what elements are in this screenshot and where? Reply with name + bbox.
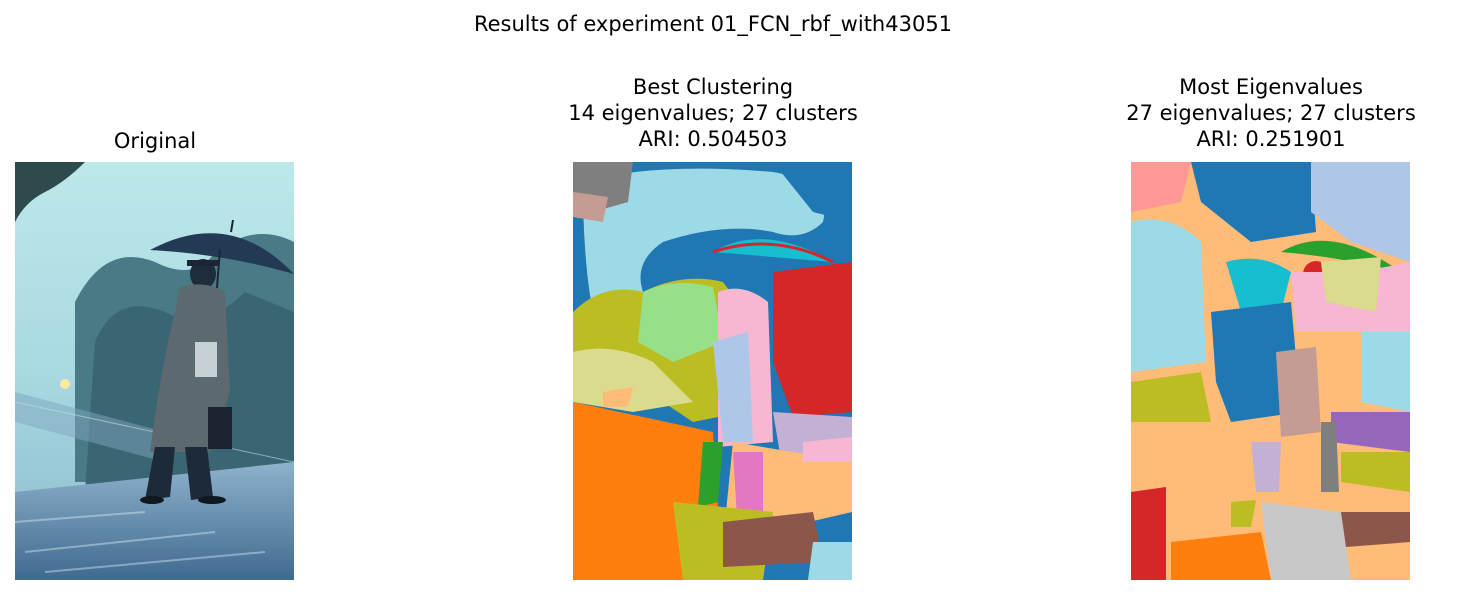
original-photo — [15, 162, 294, 580]
panel-title-line: 27 eigenvalues; 27 clusters — [1126, 101, 1416, 125]
panel-title-original: Original — [0, 128, 335, 154]
panel-title-line: ARI: 0.504503 — [638, 127, 788, 151]
panel-title-most-eigenvalues: Most Eigenvalues 27 eigenvalues; 27 clus… — [1091, 74, 1451, 152]
panel-title-line: Most Eigenvalues — [1179, 75, 1363, 99]
panel-title-line: ARI: 0.251901 — [1196, 127, 1346, 151]
panel-title-best-clustering: Best Clustering 14 eigenvalues; 27 clust… — [533, 74, 893, 152]
panel-title-line: Best Clustering — [632, 75, 794, 99]
most-eigenvalues-map — [1131, 162, 1410, 580]
panel-title-line: 14 eigenvalues; 27 clusters — [568, 101, 858, 125]
panel-title-line: Original — [113, 129, 197, 153]
figure-title: Results of experiment 01_FCN_rbf_with430… — [473, 12, 953, 36]
best-clustering-map — [573, 162, 852, 580]
